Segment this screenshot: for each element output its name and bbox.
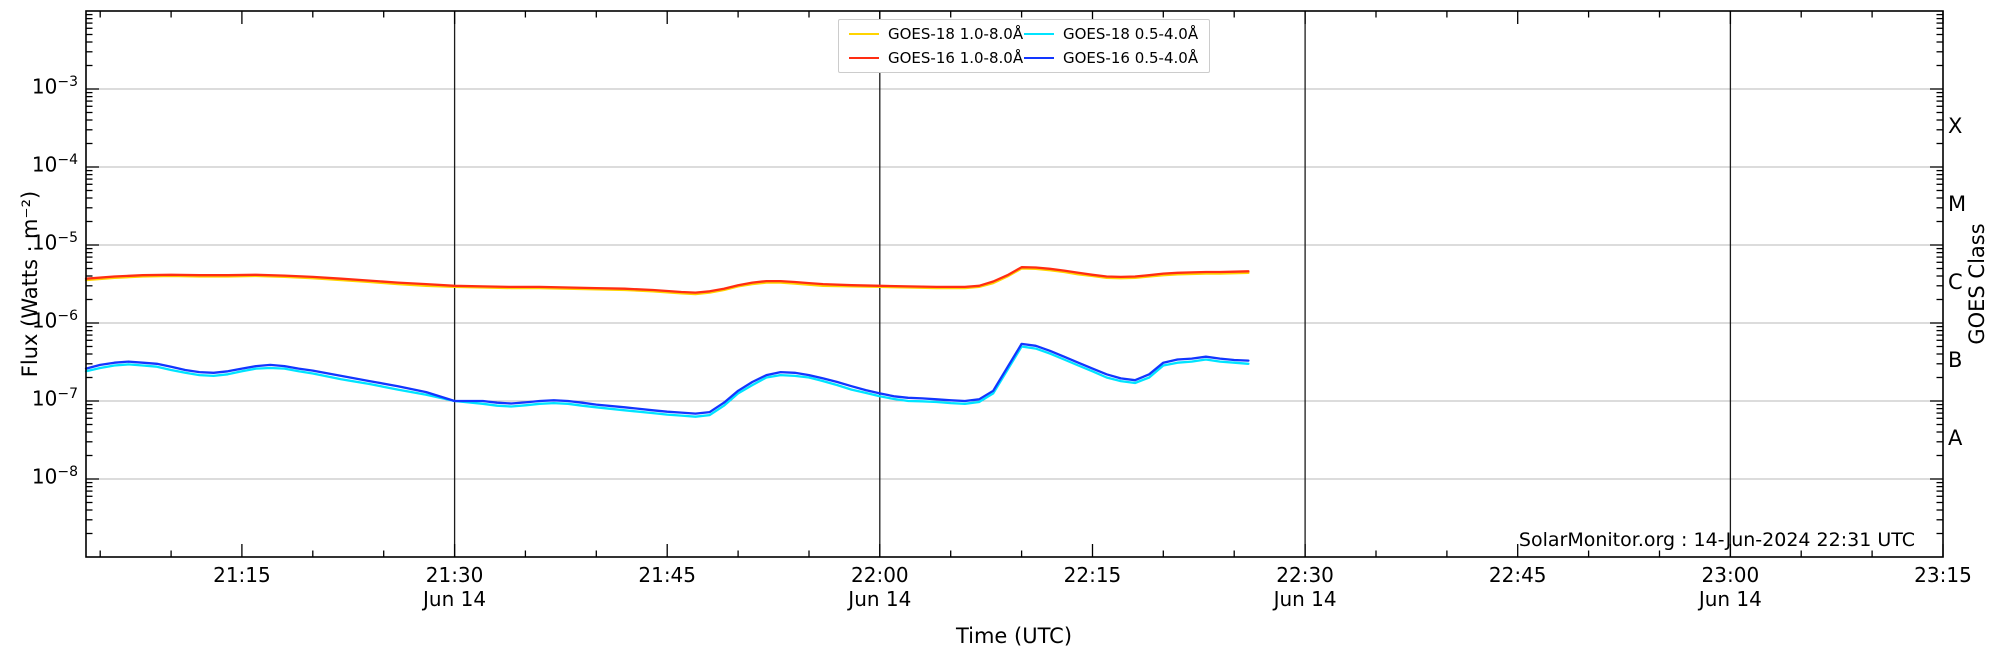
legend-label-goes16-long: GOES-16 1.0-8.0Å — [888, 49, 1024, 67]
x-tick-label: 22:45 — [1488, 563, 1547, 587]
y-tick-label: 10−4 — [31, 152, 78, 177]
x-day-label: Jun 14 — [1273, 587, 1337, 611]
solarmonitor-timestamp: SolarMonitor.org : 14-Jun-2024 22:31 UTC — [1518, 529, 1915, 551]
x-tick-label: 22:30 — [1276, 563, 1334, 587]
x-axis-title: Time (UTC) — [955, 624, 1073, 648]
x-tick-label: 21:15 — [213, 563, 271, 587]
x-day-label: Jun 14 — [423, 587, 487, 611]
goes-class-label-a: A — [1948, 426, 1963, 450]
legend-swatch-goes16-short-icon — [1024, 57, 1054, 59]
y-tick-label: 10−3 — [31, 74, 78, 99]
legend-label-goes18-short: GOES-18 0.5-4.0Å — [1063, 25, 1199, 43]
x-tick-label: 21:45 — [638, 563, 697, 587]
y-tick-label: 10−8 — [31, 464, 78, 489]
x-day-label: Jun 14 — [1698, 587, 1762, 611]
legend-swatch-goes18-short-icon — [1024, 33, 1054, 35]
legend-item-goes18-short: GOES-18 0.5-4.0Å — [1024, 25, 1199, 43]
legend-swatch-goes16-long-icon — [849, 57, 879, 59]
goes-class-label-m: M — [1948, 192, 1967, 216]
y-tick-label: 10−6 — [31, 308, 78, 333]
legend-item-goes18-long: GOES-18 1.0-8.0Å — [849, 25, 1024, 43]
legend: GOES-18 1.0-8.0Å GOES-16 1.0-8.0Å GOES-1… — [838, 19, 1210, 73]
legend-label-goes18-long: GOES-18 1.0-8.0Å — [888, 25, 1024, 43]
x-tick-label: 21:30 — [425, 563, 484, 587]
legend-label-goes16-short: GOES-16 0.5-4.0Å — [1063, 49, 1199, 67]
legend-item-goes16-short: GOES-16 0.5-4.0Å — [1024, 49, 1199, 67]
x-tick-label: 23:00 — [1701, 563, 1760, 587]
right-axis-title: GOES Class — [1965, 223, 1989, 345]
legend-item-goes16-long: GOES-16 1.0-8.0Å — [849, 49, 1024, 67]
goes-class-label-b: B — [1948, 348, 1963, 372]
y-axis-title: Flux (Watts · m⁻²) — [18, 190, 42, 378]
goes-class-label-c: C — [1948, 270, 1963, 294]
x-day-label: Jun 14 — [848, 587, 912, 611]
y-tick-label: 10−7 — [31, 386, 78, 411]
x-tick-label: 23:15 — [1914, 563, 1972, 587]
x-tick-label: 22:15 — [1063, 563, 1122, 587]
legend-swatch-goes18-long-icon — [849, 33, 879, 35]
y-tick-label: 10−5 — [31, 230, 78, 255]
x-tick-label: 22:00 — [851, 563, 909, 587]
goes-class-label-x: X — [1948, 114, 1963, 138]
